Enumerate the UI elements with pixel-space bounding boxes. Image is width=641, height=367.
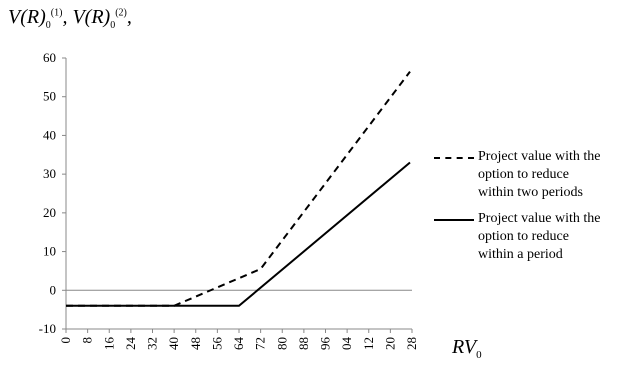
y-tick-label: -10 xyxy=(39,321,56,336)
legend-item-two-periods: Project value with the option to reduce … xyxy=(434,148,634,202)
legend-swatch-solid xyxy=(434,219,474,221)
x-tick-label: 12 xyxy=(361,337,376,350)
legend-label-two-periods: Project value with the option to reduce … xyxy=(478,148,600,202)
title-var-1: V(R) xyxy=(8,6,46,28)
x-tick-label: 8 xyxy=(80,337,95,344)
title-sub-1: 0 xyxy=(45,20,51,31)
title-sup-1: (1) xyxy=(50,7,63,19)
x-tick-label: 64 xyxy=(231,337,246,351)
series-line-one-period xyxy=(66,161,411,307)
legend-label-one-period: Project value with the option to reduce … xyxy=(478,210,600,264)
legend-label-line: Project value with the xyxy=(478,211,601,226)
y-tick-label: 40 xyxy=(43,127,56,142)
y-tick-label: 30 xyxy=(43,166,56,181)
y-tick-label: 60 xyxy=(43,50,56,65)
title-var-2: V(R) xyxy=(72,6,111,28)
x-tick-label: 80 xyxy=(274,337,289,350)
x-tick-label: 24 xyxy=(123,337,138,351)
y-tick-label: 20 xyxy=(43,205,56,220)
legend-item-one-period: Project value with the option to reduce … xyxy=(434,210,634,264)
title-sup-2: (2) xyxy=(115,7,127,19)
legend-label-line: Project value with the xyxy=(478,149,601,164)
x-axis-label-main: RV xyxy=(452,336,477,358)
x-tick-label: 96 xyxy=(318,337,333,351)
title-sub-2: 0 xyxy=(110,20,116,31)
x-axis-label: RV0 xyxy=(452,336,482,361)
title-sep-1: , xyxy=(62,6,73,28)
legend-swatch-dashed xyxy=(434,157,474,159)
y-tick-label: 0 xyxy=(50,282,57,297)
x-tick-label: 72 xyxy=(253,337,268,350)
x-tick-label: 04 xyxy=(339,337,354,351)
legend-label-line: option to reduce xyxy=(478,229,569,244)
title-sep-2: , xyxy=(126,6,132,28)
legend-label-line: option to reduce xyxy=(478,167,569,182)
legend: Project value with the option to reduce … xyxy=(434,148,634,272)
x-tick-label: 40 xyxy=(166,337,181,350)
x-tick-label: 20 xyxy=(382,337,397,350)
x-tick-label: 28 xyxy=(404,337,419,350)
chart-title: V(R)0(1), V(R)0(2), xyxy=(8,6,132,31)
legend-label-line: within two periods xyxy=(478,185,583,200)
legend-label-line: within a period xyxy=(478,247,563,262)
x-tick-label: 88 xyxy=(296,337,311,350)
x-tick-label: 32 xyxy=(145,337,160,350)
x-tick-label: 16 xyxy=(101,337,116,351)
x-tick-label: 48 xyxy=(188,337,203,350)
series-line-two-periods xyxy=(66,70,411,307)
x-tick-label: 0 xyxy=(58,337,73,344)
y-tick-label: 50 xyxy=(43,89,56,104)
x-tick-label: 56 xyxy=(209,337,224,351)
y-tick-label: 10 xyxy=(43,244,56,259)
x-axis-label-sub: 0 xyxy=(476,349,482,361)
